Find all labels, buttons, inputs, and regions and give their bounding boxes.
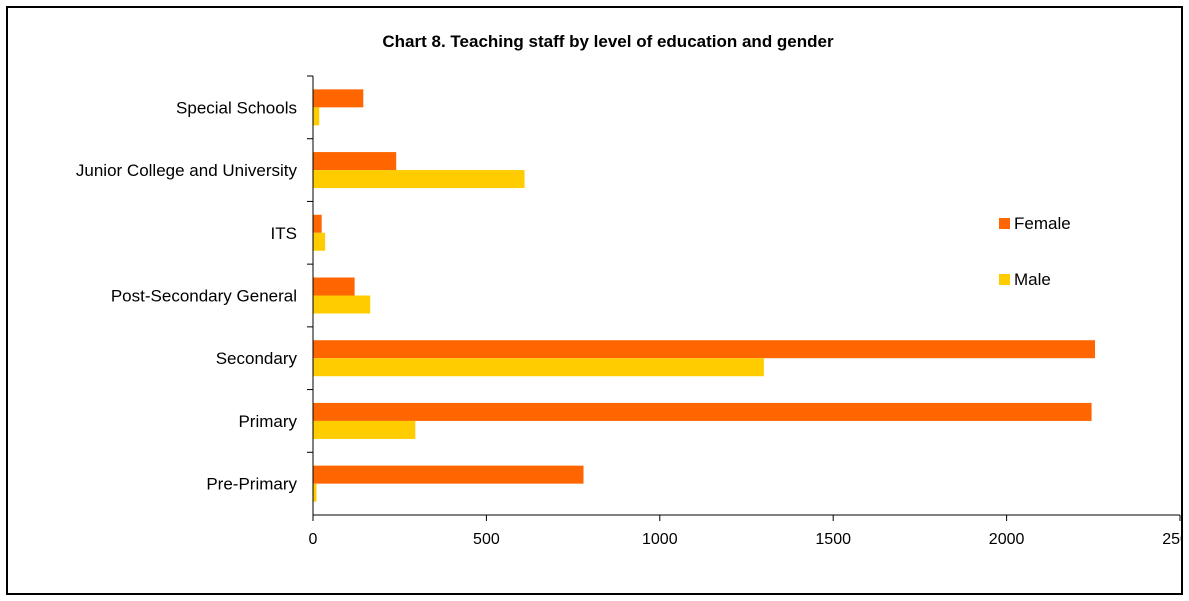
legend-label-male: Male	[1014, 270, 1051, 289]
category-label-3: Post-Secondary General	[111, 287, 297, 306]
bar-male-1	[313, 170, 525, 189]
bar-female-2	[313, 214, 322, 233]
chart-frame: Chart 8. Teaching staff by level of educ…	[6, 6, 1183, 595]
legend: Female Male	[999, 214, 1071, 289]
category-label-4: Secondary	[216, 349, 298, 368]
bar-male-3	[313, 295, 371, 314]
category-label-0: Special Schools	[176, 98, 297, 117]
category-label-6: Pre-Primary	[206, 475, 297, 494]
bar-female-6	[313, 465, 584, 484]
bar-female-1	[313, 152, 397, 171]
bar-male-5	[313, 420, 416, 439]
bar-female-0	[313, 89, 364, 108]
bar-male-0	[313, 107, 320, 126]
bar-male-4	[313, 358, 764, 377]
category-label-5: Primary	[238, 412, 297, 431]
bar-female-4	[313, 340, 1096, 359]
legend-swatch-female	[999, 218, 1010, 229]
x-tick-label-5: 2500	[1162, 531, 1181, 548]
bar-female-5	[313, 402, 1092, 421]
x-tick-label-2: 1000	[642, 531, 678, 548]
legend-label-female: Female	[1014, 214, 1071, 233]
legend-swatch-male	[999, 274, 1010, 285]
bar-male-6	[313, 483, 317, 502]
x-tick-label-0: 0	[309, 531, 318, 548]
bar-chart: Chart 8. Teaching staff by level of educ…	[76, 32, 1181, 548]
bar-male-2	[313, 232, 326, 251]
x-tick-label-1: 500	[473, 531, 500, 548]
bar-female-3	[313, 277, 355, 296]
x-tick-label-3: 1500	[815, 531, 851, 548]
category-label-2: ITS	[271, 224, 297, 243]
chart-title: Chart 8. Teaching staff by level of educ…	[382, 32, 834, 51]
plot-area: Special Schools Junior College and Univer…	[76, 75, 1181, 548]
category-label-1: Junior College and University	[76, 161, 298, 180]
x-tick-label-4: 2000	[989, 531, 1025, 548]
